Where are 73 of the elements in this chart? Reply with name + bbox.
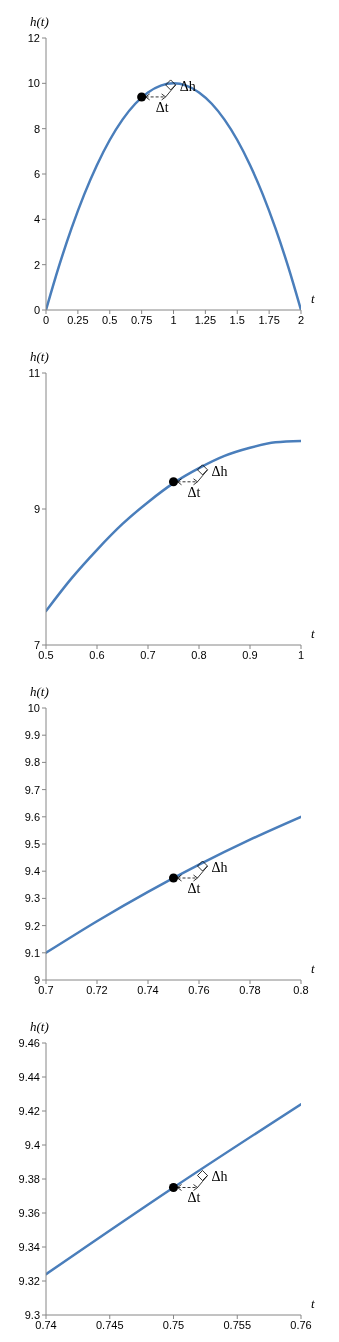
x-axis-title: t [311,961,315,977]
y-tick-label: 9.44 [18,1070,40,1083]
x-tick-label: 1 [297,648,305,661]
y-tick-label: 4 [33,213,40,226]
y-tick-label: 9.3 [24,1308,40,1321]
y-tick-label: 9.4 [24,1138,40,1151]
annotation: Δt [187,484,201,500]
x-tick-label: 1.5 [229,313,245,326]
y-tick-label: 9.1 [24,946,40,959]
y-tick-label: 6 [33,167,40,180]
x-tick-label: 0.72 [86,983,108,996]
x-tick-label: 0.7 [140,648,156,661]
y-axis-title: h(t) [30,1019,49,1035]
x-tick-label: 0.78 [239,983,261,996]
x-tick-label: 0.8 [293,983,309,996]
x-tick-label: 1 [170,313,177,326]
y-tick-label: 9.38 [18,1172,40,1185]
y-tick-label: 9.7 [24,783,40,796]
y-tick-label: 11 [28,366,40,379]
y-axis-title: h(t) [30,14,49,30]
y-tick-label: 9.34 [18,1240,40,1253]
y-tick-label: 9.9 [24,729,40,742]
y-tick-label: 9 [33,973,40,986]
x-tick-label: 0.8 [191,648,207,661]
line-series [46,815,301,955]
line-series [46,439,301,613]
x-tick-label: 0.5 [102,313,118,326]
x-tick-label: 0 [42,313,50,326]
y-tick-label: 9.2 [24,919,40,932]
y-tick-label: 12 [27,31,40,44]
y-tick-label: 9.46 [18,1036,40,1049]
y-tick-label: 9.42 [18,1104,40,1117]
y-tick-label: 9 [33,502,40,515]
x-tick-label: 1.25 [194,313,217,326]
x-tick-label: 0.74 [137,983,159,996]
y-tick-label: 0 [33,303,40,316]
y-tick-label: 9.32 [18,1274,40,1287]
annotation: Δh [211,463,228,479]
y-tick-label: 9.4 [24,865,40,878]
y-tick-label: 9.8 [24,756,40,769]
y-tick-label: 7 [33,638,40,651]
y-tick-label: 2 [33,258,40,271]
x-tick-label: 0.745 [95,1318,124,1331]
x-tick-label: 0.7 [38,983,54,996]
x-tick-label: 0.9 [242,648,258,661]
x-tick-label: 0.755 [223,1318,252,1331]
x-tick-label: 0.75 [130,313,153,326]
y-tick-label: 10 [27,77,40,90]
x-tick-label: 0.74 [35,1318,57,1331]
y-tick-label: 8 [33,122,40,135]
x-axis-title: t [311,291,315,307]
x-tick-label: 0.25 [67,313,89,326]
x-tick-label: 2 [297,313,305,326]
y-axis-title: h(t) [30,684,49,700]
x-tick-label: 1.75 [258,313,280,326]
x-axis-title: t [311,626,315,642]
x-tick-label: 0.75 [162,1318,185,1331]
x-axis-title: t [311,1296,315,1312]
annotation: Δt [187,880,201,896]
x-tick-label: 0.76 [188,983,210,996]
y-tick-label: 9.36 [18,1206,40,1219]
y-axis-title: h(t) [30,349,49,365]
y-tick-label: 10 [27,701,40,714]
x-tick-label: 0.76 [290,1318,312,1331]
x-tick-label: 0.5 [38,648,54,661]
x-tick-label: 0.6 [89,648,105,661]
y-tick-label: 9.3 [24,892,40,905]
annotation: Δh [211,859,228,875]
annotation: Δt [187,1190,201,1206]
y-tick-label: 9.5 [24,837,40,850]
annotation: Δh [211,1169,228,1185]
y-tick-label: 9.6 [24,810,40,823]
annotation: Δt [155,99,169,115]
